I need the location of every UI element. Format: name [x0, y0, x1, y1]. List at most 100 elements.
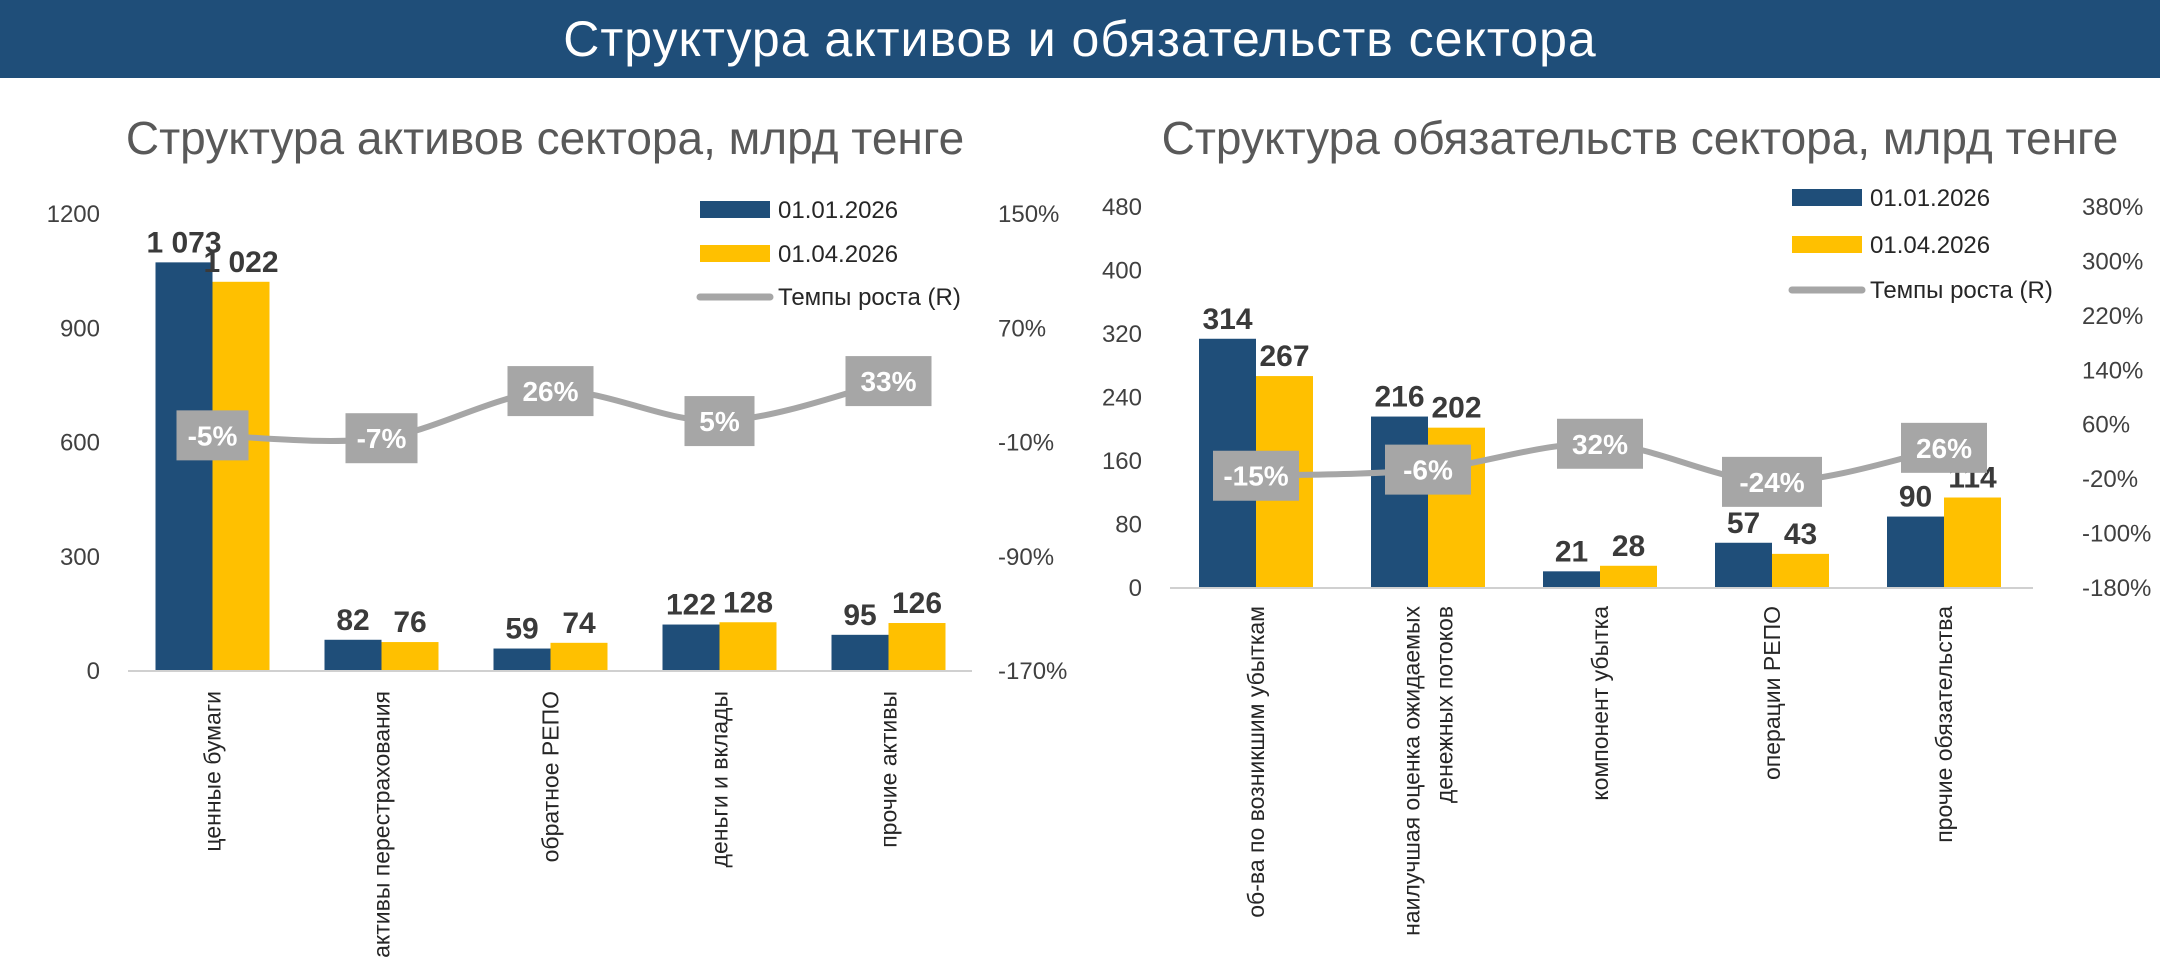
bar-value-label: 43 [1784, 518, 1817, 551]
bar-series-2 [1944, 497, 2001, 588]
category-label: операции РЕПО [1759, 606, 1785, 780]
y-axis-tick-label: 480 [1102, 194, 1142, 221]
bar-value-label: 267 [1259, 340, 1309, 373]
growth-rate-label: -24% [1739, 467, 1804, 498]
growth-rate-tag [1722, 456, 1822, 507]
y2-axis-tick-label: 220% [2082, 303, 2143, 330]
legend-swatch-series-1 [1792, 189, 1862, 206]
y2-axis-tick-label: -20% [2082, 466, 2138, 493]
legend-label: 01.04.2026 [1870, 232, 1990, 259]
growth-rate-tag [176, 410, 249, 461]
bar-series-2 [719, 622, 777, 671]
growth-rate-label: 33% [860, 366, 916, 397]
y2-axis-tick-label: 300% [2082, 248, 2143, 275]
growth-rate-tag [1213, 450, 1299, 501]
bar-series-1 [662, 624, 720, 671]
growth-rate-label: 5% [699, 406, 740, 437]
growth-rate-tag [845, 356, 932, 407]
bar-value-label: 90 [1899, 481, 1932, 514]
bar-value-label: 59 [505, 613, 538, 646]
growth-rate-tag [507, 366, 594, 417]
growth-rate-label: -7% [357, 423, 407, 454]
y-axis-tick-label: 320 [1102, 321, 1142, 348]
y2-axis-tick-label: -180% [2082, 575, 2151, 602]
category-label: компонент убытка [1587, 606, 1613, 801]
category-label: активы перестрахования [369, 691, 395, 958]
legend-label: 01.01.2026 [1870, 185, 1990, 212]
bar-value-label: 122 [666, 589, 716, 622]
y2-axis-tick-label: 140% [2082, 357, 2143, 384]
growth-rate-label: 26% [1916, 433, 1972, 464]
y-axis-tick-label: 400 [1102, 258, 1142, 285]
category-label: наилучшая оценка ожидаемых денежных поток… [1399, 606, 1458, 936]
bar-series-1 [324, 639, 382, 671]
legend-label: 01.01.2026 [778, 197, 898, 224]
liabilities-chart-canvas: Структура обязательств сектора, млрд тен… [1102, 112, 2151, 936]
bar-value-label: 1 073 [146, 226, 221, 259]
bar-value-label: 28 [1612, 530, 1645, 563]
y2-axis-tick-label: 150% [998, 201, 1059, 228]
growth-rate-label: 26% [522, 376, 578, 407]
growth-rate-tag [1385, 444, 1471, 495]
chart-title: Структура активов сектора, млрд тенге [126, 112, 964, 164]
bar-value-label: 216 [1374, 381, 1424, 414]
category-label: ценные бумаги [200, 691, 226, 852]
category-label: прочие активы [876, 691, 902, 848]
y2-axis-tick-label: 380% [2082, 194, 2143, 221]
bar-value-label: 57 [1727, 507, 1760, 540]
bar-series-2 [1772, 553, 1829, 588]
y-axis-tick-label: 1200 [47, 201, 100, 228]
growth-rate-tag [684, 396, 755, 447]
y2-axis-tick-label: -90% [998, 544, 1054, 571]
page-header-banner: Структура активов и обязательств сектора [0, 0, 2160, 78]
bar-value-label: 128 [723, 586, 773, 619]
bar-value-label: 314 [1202, 303, 1252, 336]
growth-rate-label: -6% [1403, 455, 1453, 486]
growth-rate-label: 32% [1572, 429, 1628, 460]
growth-rate-tag [1557, 418, 1643, 469]
page-title: Структура активов и обязательств сектора [563, 11, 1597, 67]
y-axis-tick-label: 240 [1102, 385, 1142, 412]
legend-label: 01.04.2026 [778, 241, 898, 268]
category-label: обратное РЕПО [538, 691, 564, 862]
legend-label: Темпы роста (R) [1870, 277, 2053, 304]
bar-series-1 [1887, 516, 1944, 588]
bar-series-2 [550, 642, 608, 671]
category-label: прочие обязательства [1931, 606, 1957, 843]
category-label: об-ва по возникшим убыткам [1243, 606, 1269, 918]
growth-rate-label: -15% [1223, 461, 1288, 492]
y-axis-tick-label: 300 [60, 544, 100, 571]
bar-series-1 [831, 634, 889, 671]
bar-series-1 [1715, 542, 1772, 588]
y-axis-tick-label: 900 [60, 315, 100, 342]
y-axis-tick-label: 600 [60, 430, 100, 457]
legend-swatch-series-2 [700, 245, 770, 262]
bar-value-label: 76 [393, 606, 426, 639]
y-axis-tick-label: 0 [1129, 575, 1142, 602]
bar-value-label: 126 [892, 587, 942, 620]
bar-value-label: 21 [1555, 535, 1588, 568]
growth-rate-label: -5% [188, 420, 238, 451]
y2-axis-tick-label: -170% [998, 658, 1067, 685]
chart-title: Структура обязательств сектора, млрд тен… [1162, 112, 2119, 164]
y-axis-tick-label: 0 [87, 658, 100, 685]
y2-axis-tick-label: 70% [998, 315, 1046, 342]
bar-series-2 [381, 642, 439, 671]
assets-chart: Структура активов сектора, млрд тенге 0 30… [0, 78, 1080, 961]
y2-axis-tick-label: -10% [998, 430, 1054, 457]
bar-value-label: 82 [336, 604, 369, 637]
growth-rate-tag [345, 413, 418, 464]
bar-value-label: 95 [843, 599, 876, 632]
y2-axis-tick-label: -100% [2082, 521, 2151, 548]
y-axis-tick-label: 80 [1115, 512, 1142, 539]
bar-value-label: 202 [1431, 392, 1481, 425]
bar-value-label: 1 022 [203, 246, 278, 279]
liabilities-chart: Структура обязательств сектора, млрд тен… [1080, 78, 2160, 961]
y2-axis-tick-label: 60% [2082, 412, 2130, 439]
category-label: деньги и вклады [707, 691, 733, 867]
legend-label: Темпы роста (R) [778, 284, 961, 311]
bar-series-2 [212, 281, 270, 671]
bar-series-2 [888, 623, 946, 671]
bar-series-2 [1600, 565, 1657, 588]
legend-swatch-series-2 [1792, 236, 1862, 253]
